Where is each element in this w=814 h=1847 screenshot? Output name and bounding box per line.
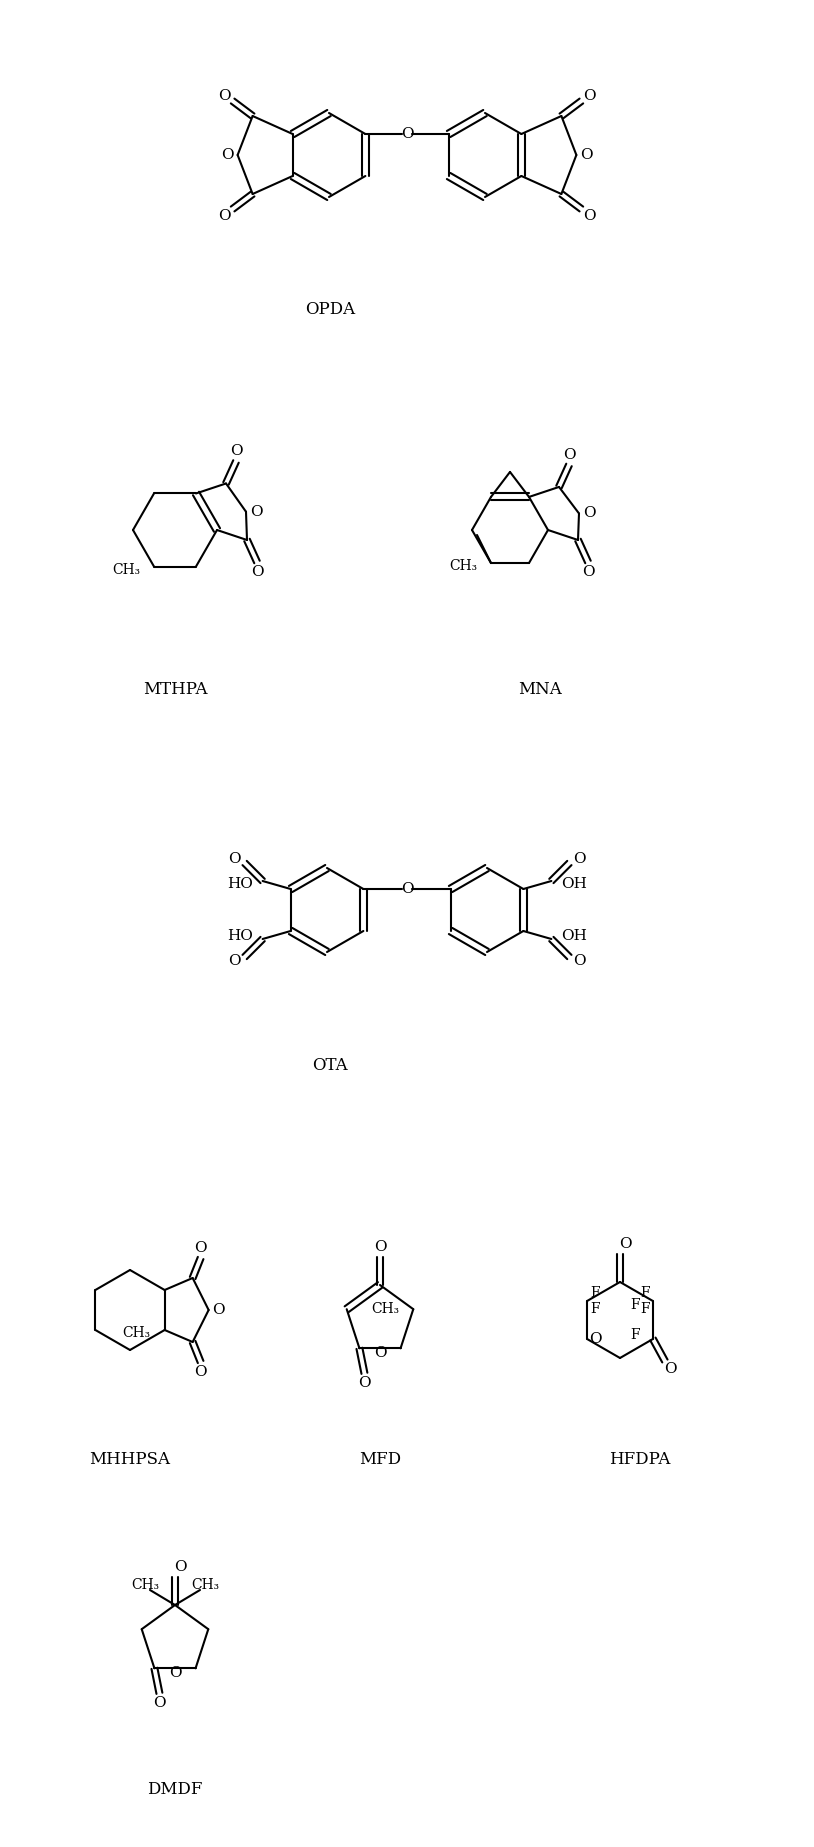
Text: O: O — [153, 1696, 166, 1710]
Text: MFD: MFD — [359, 1452, 401, 1468]
Text: MHHPSA: MHHPSA — [90, 1452, 170, 1468]
Text: OTA: OTA — [313, 1056, 348, 1073]
Text: CH₃: CH₃ — [123, 1326, 151, 1341]
Text: O: O — [400, 127, 414, 140]
Text: O: O — [228, 955, 241, 968]
Text: HO: HO — [227, 877, 252, 890]
Text: OPDA: OPDA — [305, 301, 355, 318]
Text: F: F — [630, 1298, 640, 1311]
Text: MNA: MNA — [519, 682, 562, 698]
Text: O: O — [250, 504, 262, 519]
Text: OH: OH — [562, 929, 587, 944]
Text: F: F — [590, 1286, 600, 1300]
Text: OH: OH — [562, 877, 587, 890]
Text: O: O — [582, 565, 594, 578]
Text: DMDF: DMDF — [147, 1782, 203, 1799]
Text: O: O — [168, 1666, 182, 1681]
Text: O: O — [228, 851, 241, 866]
Text: O: O — [173, 1561, 186, 1574]
Text: O: O — [195, 1365, 207, 1380]
Text: F: F — [640, 1286, 650, 1300]
Text: O: O — [221, 148, 234, 163]
Text: CH₃: CH₃ — [191, 1577, 219, 1592]
Text: O: O — [562, 449, 575, 462]
Text: O: O — [251, 565, 263, 578]
Text: O: O — [358, 1376, 370, 1391]
Text: O: O — [195, 1241, 207, 1254]
Text: O: O — [573, 851, 586, 866]
Text: HFDPA: HFDPA — [610, 1452, 671, 1468]
Text: CH₃: CH₃ — [131, 1577, 159, 1592]
Text: O: O — [583, 209, 596, 223]
Text: CH₃: CH₃ — [449, 560, 477, 573]
Text: O: O — [573, 955, 586, 968]
Text: O: O — [212, 1302, 225, 1317]
Text: O: O — [218, 209, 231, 223]
Text: F: F — [630, 1328, 640, 1343]
Text: F: F — [590, 1302, 600, 1317]
Text: O: O — [400, 883, 414, 896]
Text: CH₃: CH₃ — [371, 1302, 400, 1317]
Text: O: O — [664, 1361, 677, 1376]
Text: O: O — [374, 1346, 387, 1361]
Text: F: F — [640, 1302, 650, 1317]
Text: O: O — [619, 1237, 632, 1250]
Text: O: O — [589, 1332, 602, 1346]
Text: O: O — [230, 445, 243, 458]
Text: O: O — [583, 89, 596, 103]
Text: O: O — [218, 89, 231, 103]
Text: O: O — [583, 506, 595, 521]
Text: O: O — [374, 1239, 387, 1254]
Text: MTHPA: MTHPA — [142, 682, 208, 698]
Text: O: O — [580, 148, 593, 163]
Text: HO: HO — [227, 929, 252, 944]
Text: CH₃: CH₃ — [112, 563, 140, 576]
